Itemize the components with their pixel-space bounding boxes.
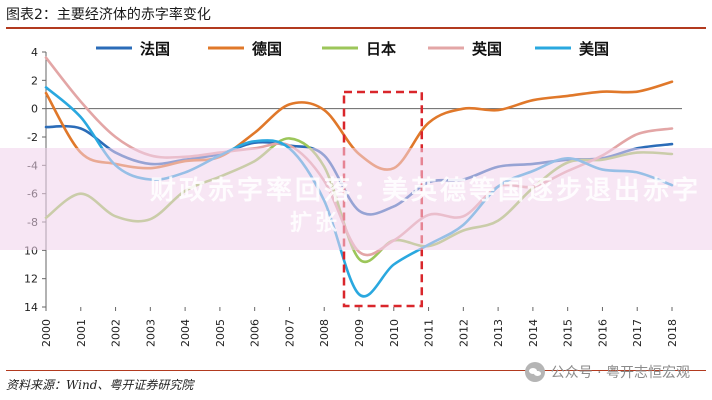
x-tick-label: 2010 xyxy=(388,319,401,347)
x-tick-label: 2003 xyxy=(144,319,157,347)
x-tick-label: 2004 xyxy=(179,319,192,347)
legend-label: 美国 xyxy=(579,40,609,58)
x-tick-label: 2006 xyxy=(249,319,262,347)
legend-label: 英国 xyxy=(472,40,502,58)
x-tick-label: 2001 xyxy=(75,319,88,347)
x-tick-label: 2011 xyxy=(423,319,436,347)
y-tick-label: -2 xyxy=(27,131,38,144)
x-tick-label: 2015 xyxy=(562,319,575,347)
wechat-icon xyxy=(525,362,545,382)
x-tick-label: 2012 xyxy=(457,319,470,347)
x-tick-label: 2007 xyxy=(283,319,296,347)
y-tick-label: 2 xyxy=(31,74,38,87)
y-tick-label: 12 xyxy=(24,273,38,286)
y-tick-label: 4 xyxy=(31,46,38,59)
x-tick-label: 2018 xyxy=(666,319,679,347)
legend-label: 德国 xyxy=(252,40,282,58)
x-tick-label: 2013 xyxy=(492,319,505,347)
x-tick-label: 2009 xyxy=(353,319,366,347)
x-tick-label: 2016 xyxy=(596,319,609,347)
x-tick-label: 2014 xyxy=(527,319,540,347)
legend-label: 日本 xyxy=(366,40,396,58)
x-tick-label: 2017 xyxy=(631,319,644,347)
x-tick-label: 2005 xyxy=(214,319,227,347)
x-tick-label: 2000 xyxy=(40,319,53,347)
overlay-text-line2: 扩张 xyxy=(290,205,340,237)
y-tick-label: 0 xyxy=(31,103,38,116)
legend-label: 法国 xyxy=(140,40,170,58)
watermark-text: 公众号 · 粤开志恒宏观 xyxy=(551,362,690,382)
x-tick-label: 2008 xyxy=(318,319,331,347)
overlay-text-line1: 财政赤字率回落：美英德等国逐步退出赤字 xyxy=(150,170,701,207)
x-tick-label: 2002 xyxy=(110,319,123,347)
watermark: 公众号 · 粤开志恒宏观 xyxy=(525,362,690,382)
legend: 法国 德国 日本 英国 美国 xyxy=(96,40,609,58)
source-note: 资料来源：Wind、粤开证券研究院 xyxy=(6,376,193,393)
y-tick-label: 14 xyxy=(24,301,38,314)
